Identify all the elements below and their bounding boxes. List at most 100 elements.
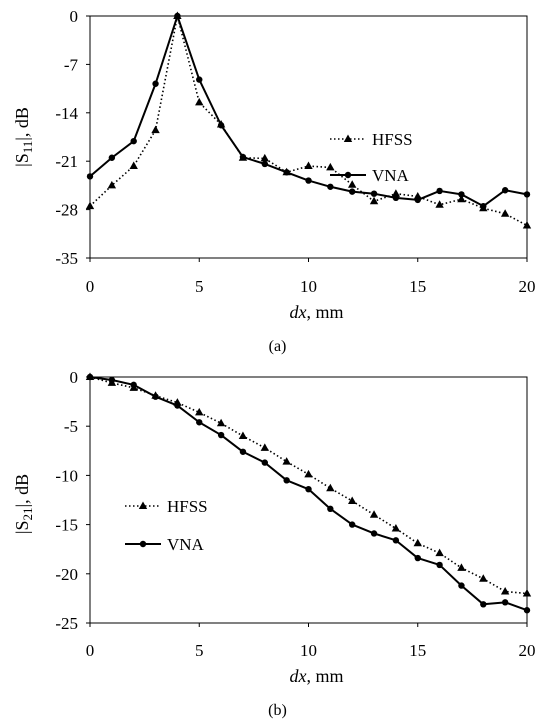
data-point-hfss (479, 574, 488, 582)
chart-panel-b: 0 -5 -10 -15 -20 -25 0 5 10 15 20 |S21|, dB dx, mm HF… (0, 360, 539, 720)
y-tick-label: -35 (55, 249, 78, 268)
data-point-hfss (391, 524, 401, 532)
y-tick-label: -5 (64, 417, 78, 436)
data-point-vna (436, 561, 443, 569)
data-point-vna (152, 80, 159, 87)
data-point-vna (436, 187, 443, 195)
data-point-hfss (129, 161, 138, 170)
x-tick-label: 20 (519, 277, 536, 296)
data-point-vna (523, 191, 531, 198)
data-point-hfss (413, 538, 422, 547)
data-point-hfss (369, 196, 379, 205)
data-point-vna (196, 419, 203, 426)
series-line-hfss (89, 376, 528, 595)
data-point-hfss (500, 209, 510, 217)
data-point-hfss (369, 510, 379, 518)
data-point-vna (217, 431, 225, 439)
y-tick-label: -21 (55, 152, 78, 171)
data-point-vna (327, 505, 334, 513)
data-point-vna (108, 376, 116, 384)
data-point-vna (86, 173, 94, 180)
data-point-vna (305, 485, 312, 493)
y-tick-label: -15 (55, 516, 78, 535)
data-point-vna (239, 448, 247, 455)
data-point-hfss (282, 457, 291, 465)
data-point-hfss (457, 563, 466, 571)
data-point-vna (480, 601, 487, 608)
legend-marker-vna (344, 171, 352, 179)
data-point-vna (414, 554, 421, 562)
data-point-hfss (260, 443, 269, 451)
data-point-vna (327, 183, 334, 190)
s11-chart: 0 -7 -14 -21 -28 -35 0 5 10 15 20 |S11|, dB dx, mm HF… (12, 7, 536, 355)
data-point-hfss (195, 97, 204, 106)
data-point-hfss (348, 180, 357, 188)
y-tick-label: -7 (64, 55, 79, 74)
x-axis-title: dx, mm (289, 302, 343, 322)
data-point-vna (392, 537, 400, 544)
data-point-hfss (326, 483, 335, 492)
series-line-hfss (89, 15, 528, 227)
data-point-vna (370, 530, 378, 537)
x-axis-title: dx, mm (289, 666, 343, 686)
data-point-vna (261, 459, 268, 466)
x-tick-label: 0 (86, 277, 95, 296)
data-point-vna (523, 607, 531, 614)
data-point-hfss (260, 153, 269, 162)
legend-label-vna: VNA (167, 535, 205, 554)
data-point-hfss (500, 587, 510, 595)
legend-marker-hfss (343, 134, 353, 142)
data-point-vna (458, 582, 465, 589)
data-point-vna (305, 177, 312, 184)
data-point-hfss (304, 469, 313, 478)
data-point-vna (349, 521, 356, 528)
y-axis-title: |S11|, dB (12, 107, 35, 167)
y-tick-label: -20 (55, 565, 78, 584)
y-tick-label: 0 (70, 7, 79, 26)
data-point-hfss (107, 180, 117, 189)
data-point-vna (501, 599, 509, 606)
series-line-vna (89, 376, 528, 612)
x-tick-label: 10 (300, 277, 317, 296)
x-tick-label: 15 (409, 277, 426, 296)
data-point-vna (174, 402, 181, 409)
data-point-hfss (304, 161, 313, 170)
data-point-hfss (151, 125, 160, 134)
data-point-vna (283, 169, 290, 176)
y-tick-label: -28 (55, 201, 78, 220)
data-point-hfss (522, 588, 532, 597)
data-point-vna (108, 154, 116, 161)
data-point-vna (414, 196, 421, 204)
legend-label-vna: VNA (372, 166, 410, 185)
y-tick-label: -10 (55, 466, 78, 485)
data-point-hfss (195, 407, 204, 416)
data-point-vna (152, 393, 159, 400)
y-tick-label: -14 (55, 104, 78, 123)
panel-caption: (b) (268, 702, 287, 719)
y-tick-label: 0 (70, 368, 79, 387)
data-point-vna (458, 191, 465, 198)
data-point-vna (130, 137, 137, 145)
data-point-hfss (435, 548, 444, 557)
legend-label-hfss: HFSS (167, 497, 208, 516)
data-point-vna (370, 190, 378, 197)
x-tick-label: 5 (195, 277, 204, 296)
x-tick-label: 15 (409, 641, 426, 660)
data-point-vna (283, 477, 290, 484)
data-point-vna (501, 187, 509, 194)
y-tick-label: -25 (55, 614, 78, 633)
chart-panel-a: 0 -7 -14 -21 -28 -35 0 5 10 15 20 |S11|, dB dx, mm HF… (12, 7, 536, 355)
legend-marker-vna (139, 540, 147, 548)
x-tick-label: 10 (300, 641, 317, 660)
data-point-hfss (238, 431, 248, 440)
data-point-vna (392, 194, 400, 202)
x-tick-label: 20 (519, 641, 536, 660)
data-point-vna (217, 122, 225, 129)
data-point-hfss (85, 201, 95, 210)
data-point-vna (239, 153, 247, 161)
data-point-hfss (435, 200, 444, 208)
data-point-hfss (326, 162, 335, 171)
legend-marker-hfss (138, 501, 148, 509)
y-axis-title: |S21|, dB (12, 474, 35, 534)
x-tick-label: 0 (86, 641, 95, 660)
